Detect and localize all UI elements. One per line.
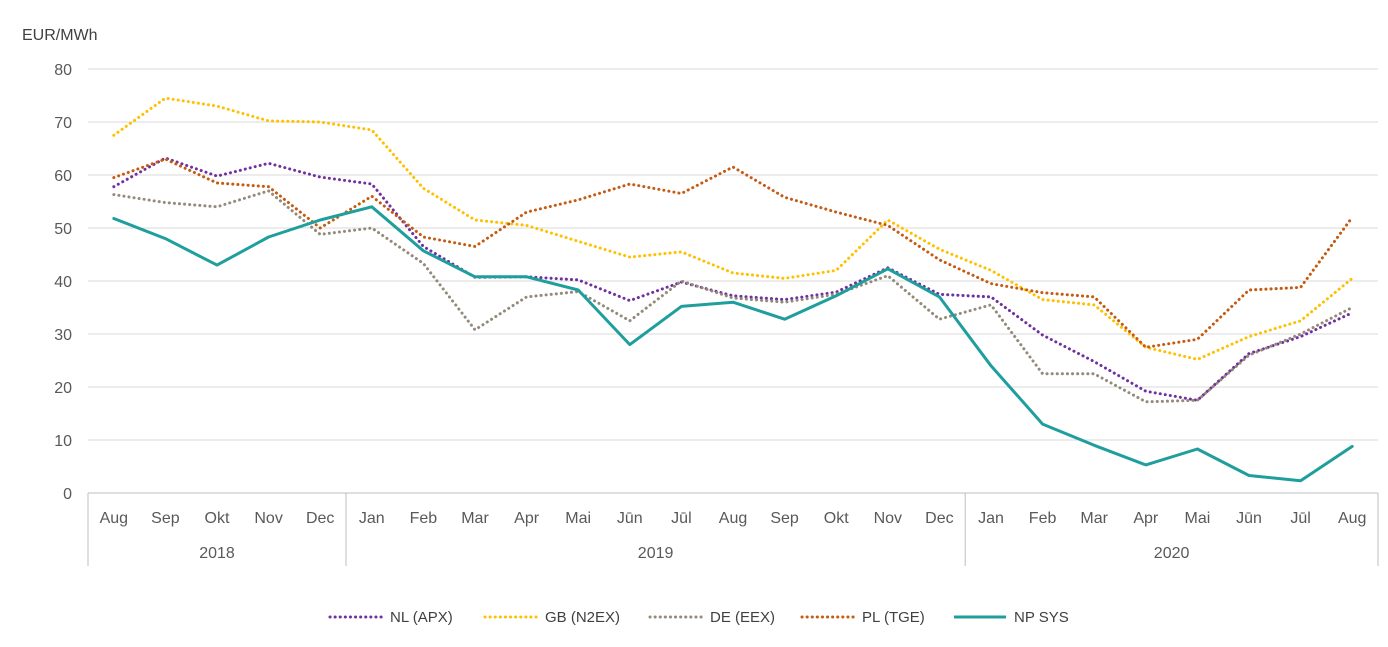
legend-label: NP SYS: [1014, 609, 1069, 626]
x-tick-label: Feb: [410, 510, 438, 527]
y-tick-label: 30: [54, 327, 72, 344]
x-tick-label: Aug: [719, 510, 747, 527]
x-group-label: 2020: [1154, 545, 1190, 562]
y-axis-unit-label: EUR/MWh: [22, 27, 98, 44]
y-tick-label: 0: [63, 486, 72, 503]
x-tick-label: Mar: [461, 510, 489, 527]
x-tick-label: Sep: [151, 510, 180, 527]
x-tick-label: Nov: [254, 510, 282, 527]
x-tick-label: Dec: [925, 510, 953, 527]
x-group-label: 2019: [638, 545, 674, 562]
x-tick-label: Nov: [874, 510, 902, 527]
x-tick-label: Mai: [1185, 510, 1211, 527]
series-line-gb-n2ex: [112, 96, 1354, 361]
x-group-label: 2018: [199, 545, 235, 562]
series-line-nl-apx: [112, 156, 1354, 402]
y-tick-label: 40: [54, 274, 72, 291]
y-tick-label: 80: [54, 62, 72, 79]
x-tick-label: Mar: [1080, 510, 1108, 527]
y-axis-ticks: 0 10 20 30 40 50 60 70 80: [54, 62, 72, 503]
x-tick-label: Sep: [770, 510, 799, 527]
y-tick-label: 10: [54, 433, 72, 450]
x-tick-label: Jūl: [671, 510, 691, 527]
x-tick-label: Dec: [306, 510, 334, 527]
x-tick-label: Mai: [565, 510, 591, 527]
x-tick-label: Aug: [1338, 510, 1366, 527]
legend: NL (APX) GB (N2EX) DE (EEX) PL (TGE) NP SYS: [328, 609, 1069, 626]
x-tick-label: Jūn: [617, 510, 643, 527]
y-tick-label: 50: [54, 221, 72, 238]
x-tick-label: Feb: [1029, 510, 1057, 527]
x-tick-label: Okt: [824, 510, 849, 527]
x-tick-label: Jan: [978, 510, 1004, 527]
x-tick-label: Jūl: [1290, 510, 1310, 527]
gridlines: [88, 68, 1378, 441]
legend-label: GB (N2EX): [545, 609, 620, 626]
x-tick-label: Okt: [205, 510, 230, 527]
series-line-np-sys: [112, 205, 1354, 483]
x-axis: Aug Sep Okt Nov Dec Jan Feb Mar Apr Mai Jūn Jūl Aug S…: [87, 492, 1379, 566]
legend-label: NL (APX): [390, 609, 453, 626]
x-tick-label: Aug: [100, 510, 128, 527]
series-line-pl-tge: [112, 157, 1354, 349]
legend-label: DE (EEX): [710, 609, 775, 626]
y-tick-label: 20: [54, 380, 72, 397]
y-tick-label: 60: [54, 168, 72, 185]
x-tick-label: Apr: [1133, 510, 1159, 527]
series-line-de-eex: [112, 189, 1354, 404]
legend-label: PL (TGE): [862, 609, 925, 626]
x-tick-label: Jan: [359, 510, 385, 527]
x-tick-label: Apr: [514, 510, 540, 527]
x-tick-label: Jūn: [1236, 510, 1262, 527]
series-lines: [112, 96, 1354, 483]
y-tick-label: 70: [54, 115, 72, 132]
